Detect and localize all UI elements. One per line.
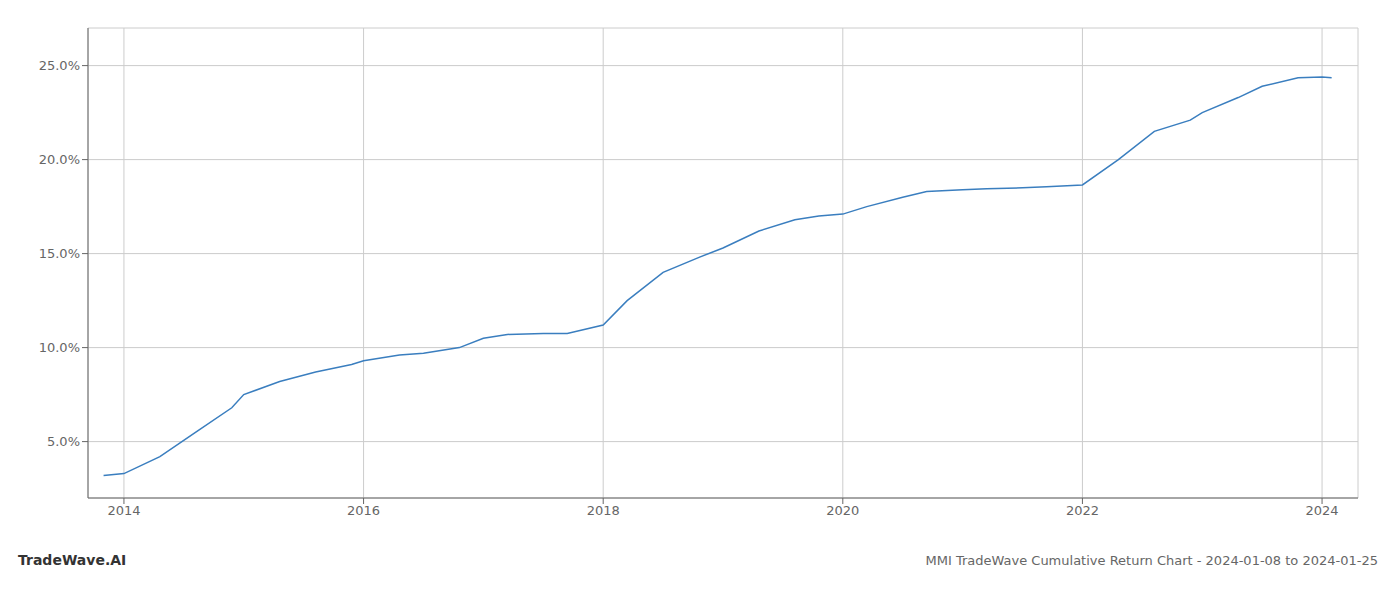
- svg-text:2014: 2014: [107, 503, 140, 518]
- svg-text:2022: 2022: [1066, 503, 1099, 518]
- html-text:TradeWave.AI: TradeWave.AI: [18, 552, 127, 568]
- svg-text:5.0%: 5.0%: [47, 434, 80, 449]
- svg-text:20.0%: 20.0%: [39, 152, 80, 167]
- svg-text:15.0%: 15.0%: [39, 246, 80, 261]
- svg-text:2016: 2016: [347, 503, 380, 518]
- svg-text:2018: 2018: [587, 503, 620, 518]
- svg-text:2024: 2024: [1306, 503, 1339, 518]
- svg-text:10.0%: 10.0%: [39, 340, 80, 355]
- html-text:MMI TradeWave Cumulative Retur: MMI TradeWave Cumulative Return Chart - …: [925, 553, 1378, 568]
- svg-text:25.0%: 25.0%: [39, 58, 80, 73]
- svg-text:2020: 2020: [826, 503, 859, 518]
